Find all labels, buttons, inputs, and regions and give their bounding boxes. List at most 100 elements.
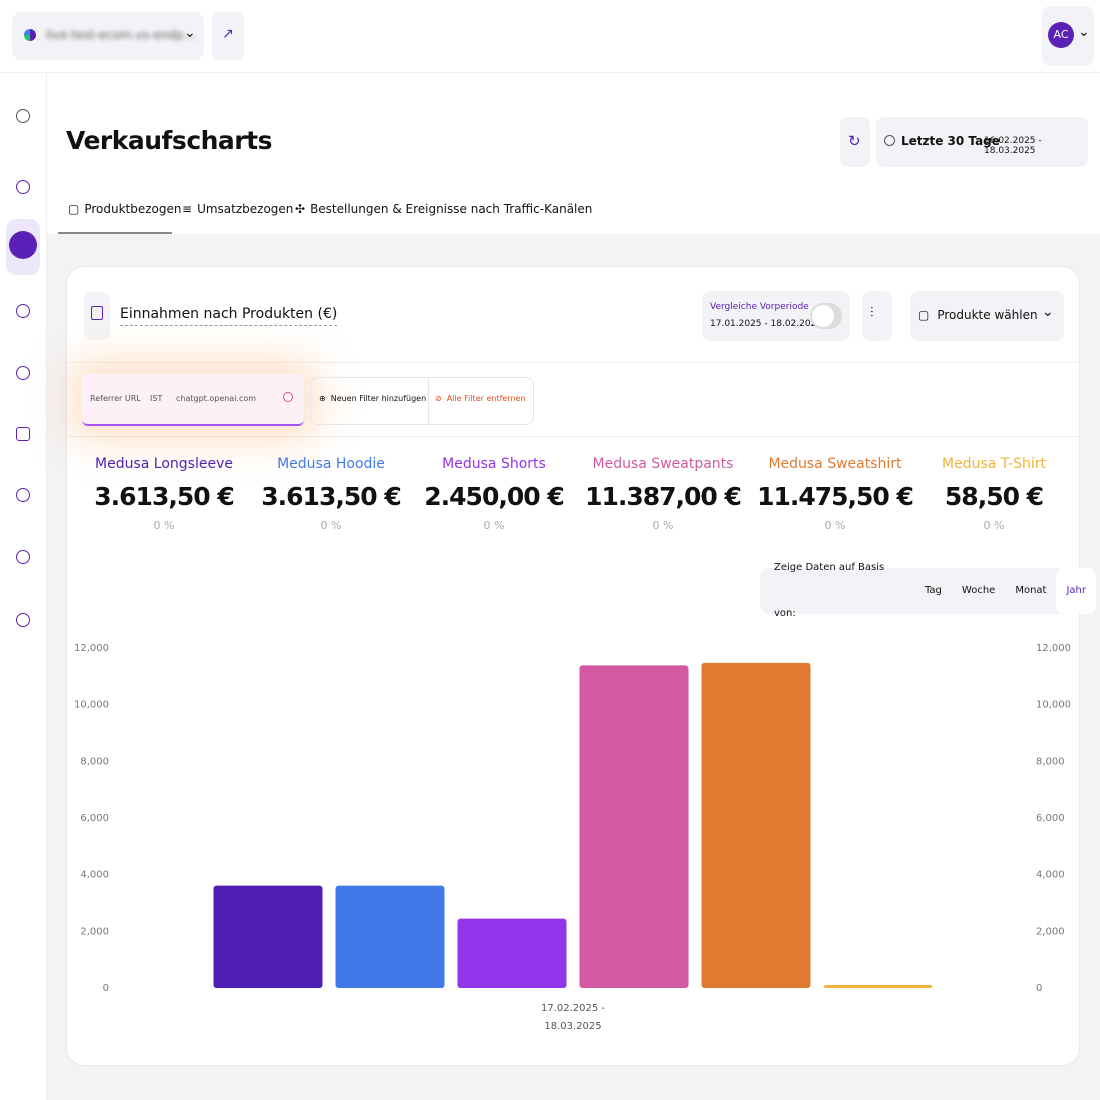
x-tick-label: 17.02.2025 - 18.03.2025 (540, 1003, 606, 1032)
filter-value: chatgpt.openai.com (176, 394, 257, 403)
toggle (810, 303, 842, 329)
active-filter[interactable]: Referrer URL IST chatgpt.openai.com (82, 374, 304, 426)
refresh-button[interactable]: ↻ (840, 117, 870, 167)
range-dates: 16.02.2025 - 18.03.2025 (984, 136, 1042, 156)
filter-actions: ⊕ Neuen Filter hinzufügen ⊘ Alle Filter en… (310, 377, 534, 425)
granularity-option[interactable]: Jahr (1056, 568, 1096, 614)
tab-label: Bestellungen & Ereignisse nach Traffic-K… (310, 202, 593, 216)
clock-icon (884, 135, 895, 146)
bar (701, 662, 811, 988)
kpi-change: 0 % (483, 519, 505, 532)
kpi: Medusa Longsleeve 3.613,50 € 0 % (79, 456, 249, 532)
settings-button[interactable]: ⫶ (862, 291, 892, 341)
tab[interactable]: ▢ Produktbezogen (68, 202, 182, 216)
compare-label: Vergleiche Vorperiode (710, 302, 809, 312)
nav-icon[interactable] (16, 304, 30, 318)
kpi-value: 58,50 € (944, 482, 1044, 511)
tab-label: Umsatzbezogen (197, 202, 294, 216)
kpi-name: Medusa Sweatshirt (768, 456, 902, 472)
kpi-value: 11.387,00 € (585, 482, 742, 511)
tab-indicator (58, 232, 172, 234)
nav-icon[interactable] (16, 550, 30, 564)
site-selector[interactable]: live-test-ecom.vs-endp... ⌄ (12, 12, 204, 60)
kpi-value: 3.613,50 € (94, 482, 234, 511)
filter-field: Referrer URL (90, 394, 141, 403)
kpi-name: Medusa Longsleeve (95, 456, 233, 472)
kpi-change: 0 % (983, 519, 1005, 532)
y-tick-label: 2,000 (80, 926, 109, 937)
y-tick-label: 2,000 (1036, 926, 1065, 937)
tab[interactable]: ≡ Umsatzbezogen (182, 202, 294, 216)
granularity-option[interactable]: Tag (924, 585, 942, 596)
bar (823, 985, 933, 988)
avatar: AC (1048, 22, 1074, 48)
tab[interactable]: ✣ Bestellungen & Ereignisse nach Traffic-… (295, 202, 593, 216)
chevron: ⌄ (184, 25, 196, 41)
site-icon (24, 29, 36, 41)
y-tick-label: 12,000 (1036, 643, 1071, 654)
nav-icon[interactable] (16, 488, 30, 502)
divider (66, 362, 1078, 363)
user-menu[interactable]: AC ⌄ (1042, 6, 1094, 66)
sidebar (0, 73, 47, 1100)
kpi-change: 0 % (652, 519, 674, 532)
granularity-option[interactable]: Woche (961, 585, 996, 596)
product-select-label: Produkte wählen (937, 308, 1038, 322)
bar (579, 665, 689, 988)
granularity-switch: Zeige Daten auf Basis von: Tag Woche Monat… (760, 562, 1100, 619)
y-tick-label: 0 (103, 983, 109, 994)
kpi: Medusa Sweatshirt 11.475,50 € 0 % (750, 456, 920, 532)
kpi: Medusa T-Shirt 58,50 € 0 % (909, 456, 1079, 532)
kpi-value: 11.475,50 € (757, 482, 914, 511)
remove-filters[interactable]: ⊘ Alle Filter entfernen (435, 394, 526, 403)
range-preset: Letzte 30 Tage (901, 134, 1000, 148)
kpi-change: 0 % (153, 519, 175, 532)
bar (213, 885, 323, 988)
kpi: Medusa Sweatpants 11.387,00 € 0 % (578, 456, 748, 532)
y-tick-label: 8,000 (1036, 756, 1065, 767)
remove-filter-icon[interactable] (283, 392, 293, 402)
kpi: Medusa Shorts 2.450,00 € 0 % (409, 456, 579, 532)
filter-operator: IST (150, 394, 163, 403)
y-tick-label: 6,000 (1036, 813, 1065, 824)
chart-title[interactable]: Einnahmen nach Produkten (€) (120, 306, 338, 326)
compare-toggle[interactable]: Vergleiche Vorperiode 17.01.2025 - 18.02… (702, 291, 850, 341)
nav-icon[interactable] (16, 366, 30, 380)
nav-icon[interactable] (16, 613, 30, 627)
kpi-name: Medusa T-Shirt (942, 456, 1046, 472)
granularity-label: Zeige Daten auf Basis von: (774, 562, 885, 619)
chart-type-button[interactable] (84, 292, 110, 340)
tab-label: Produktbezogen (84, 202, 182, 216)
kpi-change: 0 % (320, 519, 342, 532)
nav-icon[interactable] (16, 180, 30, 194)
kpi-value: 3.613,50 € (261, 482, 401, 511)
date-range-button[interactable]: Letzte 30 Tage 16.02.2025 - 18.03.2025 (876, 117, 1088, 167)
divider (66, 436, 1078, 437)
granularity-option[interactable]: Monat (1015, 585, 1047, 596)
kpi-value: 2.450,00 € (424, 482, 564, 511)
y-tick-label: 8,000 (80, 756, 109, 767)
y-tick-label: 0 (1036, 983, 1042, 994)
y-tick-label: 12,000 (74, 643, 109, 654)
site-name: live-test-ecom.vs-endp... (46, 28, 196, 42)
product-select[interactable]: ▢ Produkte wählen ⌄ (910, 291, 1064, 341)
kpi-name: Medusa Sweatpants (592, 456, 734, 472)
compare-dates: 17.01.2025 - 18.02.2025 (710, 319, 823, 329)
y-tick-label: 6,000 (80, 813, 109, 824)
add-filter[interactable]: ⊕ Neuen Filter hinzufügen (319, 394, 427, 403)
bar (335, 885, 445, 988)
kpi: Medusa Hoodie 3.613,50 € 0 % (246, 456, 416, 532)
open-link-button[interactable]: ↗ (212, 12, 244, 60)
chevron: ⌄ (1078, 24, 1090, 40)
nav-icon[interactable] (16, 427, 30, 441)
top-bar (0, 0, 1100, 73)
bar (457, 918, 567, 988)
y-tick-label: 4,000 (80, 870, 109, 881)
nav-icon[interactable] (16, 109, 30, 123)
page-title: Verkaufscharts (66, 126, 272, 155)
kpi-name: Medusa Shorts (442, 456, 546, 472)
nav-active[interactable] (6, 219, 40, 275)
kpi-change: 0 % (824, 519, 846, 532)
